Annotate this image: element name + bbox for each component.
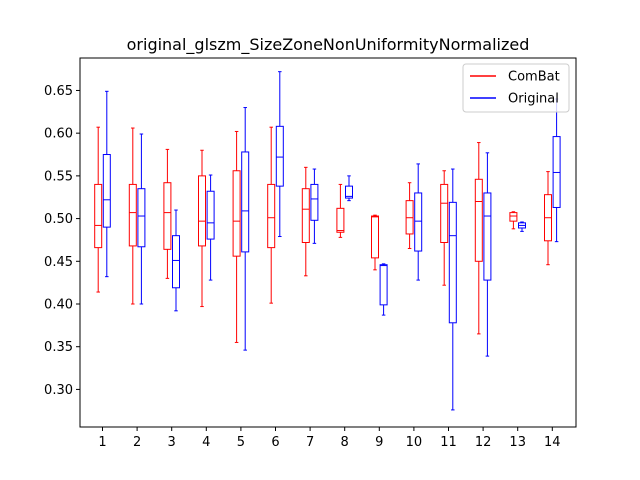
box-iqr <box>379 264 388 306</box>
legend-label-original: Original <box>508 92 559 107</box>
boxes-layer <box>94 71 561 411</box>
box-iqr <box>275 125 284 187</box>
box-original-2 <box>137 133 146 305</box>
box-original-8 <box>345 175 353 202</box>
box-iqr <box>310 183 319 221</box>
box-iqr <box>448 201 457 324</box>
box-original-13 <box>518 221 526 232</box>
box-iqr <box>198 175 206 247</box>
y-tick-label: 0.50 <box>44 212 73 227</box>
box-original-10 <box>414 163 423 281</box>
box-iqr <box>336 207 345 233</box>
box-iqr <box>128 183 137 247</box>
box-combat-4 <box>198 149 206 308</box>
box-original-11 <box>448 168 457 411</box>
box-iqr <box>163 182 172 250</box>
x-tick-label: 3 <box>168 435 176 450</box>
ticks-layer: 1 2 3 4 5 6 7 8 9 10 11 12 13 140.300.350.400.450.500… <box>44 84 561 450</box>
box-iqr <box>241 151 250 253</box>
box-iqr <box>94 183 103 249</box>
box-combat-1 <box>94 126 103 293</box>
box-combat-3 <box>163 148 172 279</box>
legend: ComBat Original <box>462 63 570 113</box>
x-tick-label: 5 <box>237 435 245 450</box>
box-iqr <box>474 178 483 262</box>
box-original-4 <box>206 174 215 281</box>
box-combat-12 <box>474 142 483 335</box>
box-iqr <box>440 183 449 244</box>
box-original-5 <box>241 107 250 351</box>
x-tick-label: 8 <box>341 435 349 450</box>
box-combat-9 <box>371 214 379 271</box>
box-iqr <box>345 185 353 199</box>
x-tick-label: 10 <box>406 435 423 450</box>
x-tick-label: 13 <box>509 435 526 450</box>
x-tick-label: 6 <box>271 435 279 450</box>
box-iqr <box>267 183 276 249</box>
x-tick-label: 12 <box>475 435 492 450</box>
box-original-1 <box>102 90 111 278</box>
y-tick-label: 0.65 <box>44 84 73 99</box>
x-tick-label: 11 <box>440 435 457 450</box>
y-tick-label: 0.60 <box>44 127 73 142</box>
y-tick-label: 0.40 <box>44 298 73 313</box>
box-combat-6 <box>267 126 276 304</box>
box-combat-14 <box>544 171 552 266</box>
box-iqr <box>137 188 146 248</box>
box-original-14 <box>552 98 561 243</box>
box-original-9 <box>379 263 388 316</box>
box-original-6 <box>275 71 284 238</box>
y-tick-label: 0.35 <box>44 340 73 355</box>
y-tick-label: 0.45 <box>44 255 73 270</box>
y-tick-label: 0.55 <box>44 169 73 184</box>
x-tick-label: 2 <box>133 435 141 450</box>
x-tick-label: 7 <box>306 435 314 450</box>
x-tick-label: 14 <box>544 435 561 450</box>
chart-title: original_glszm_SizeZoneNonUniformityNorm… <box>127 35 530 55</box>
x-tick-label: 4 <box>202 435 210 450</box>
box-original-3 <box>172 209 180 312</box>
box-iqr <box>509 212 518 222</box>
x-tick-label: 9 <box>375 435 383 450</box>
box-combat-5 <box>232 130 241 343</box>
y-tick-label: 0.30 <box>44 383 73 398</box>
box-combat-11 <box>440 170 449 286</box>
box-iqr <box>301 188 310 243</box>
box-iqr <box>483 192 492 281</box>
legend-label-combat: ComBat <box>508 70 560 85</box>
box-iqr <box>232 170 241 257</box>
box-combat-7 <box>301 166 310 277</box>
box-combat-10 <box>405 182 414 249</box>
box-iqr <box>371 215 379 259</box>
box-combat-13 <box>509 211 518 230</box>
plot-frame <box>79 57 577 428</box>
box-original-7 <box>310 168 319 244</box>
box-original-12 <box>483 152 492 357</box>
box-iqr <box>102 154 111 228</box>
box-iqr <box>206 190 215 240</box>
x-tick-label: 1 <box>98 435 106 450</box>
box-iqr <box>172 235 180 289</box>
box-combat-2 <box>128 127 137 305</box>
box-combat-8 <box>336 183 345 238</box>
box-iqr <box>414 192 423 252</box>
